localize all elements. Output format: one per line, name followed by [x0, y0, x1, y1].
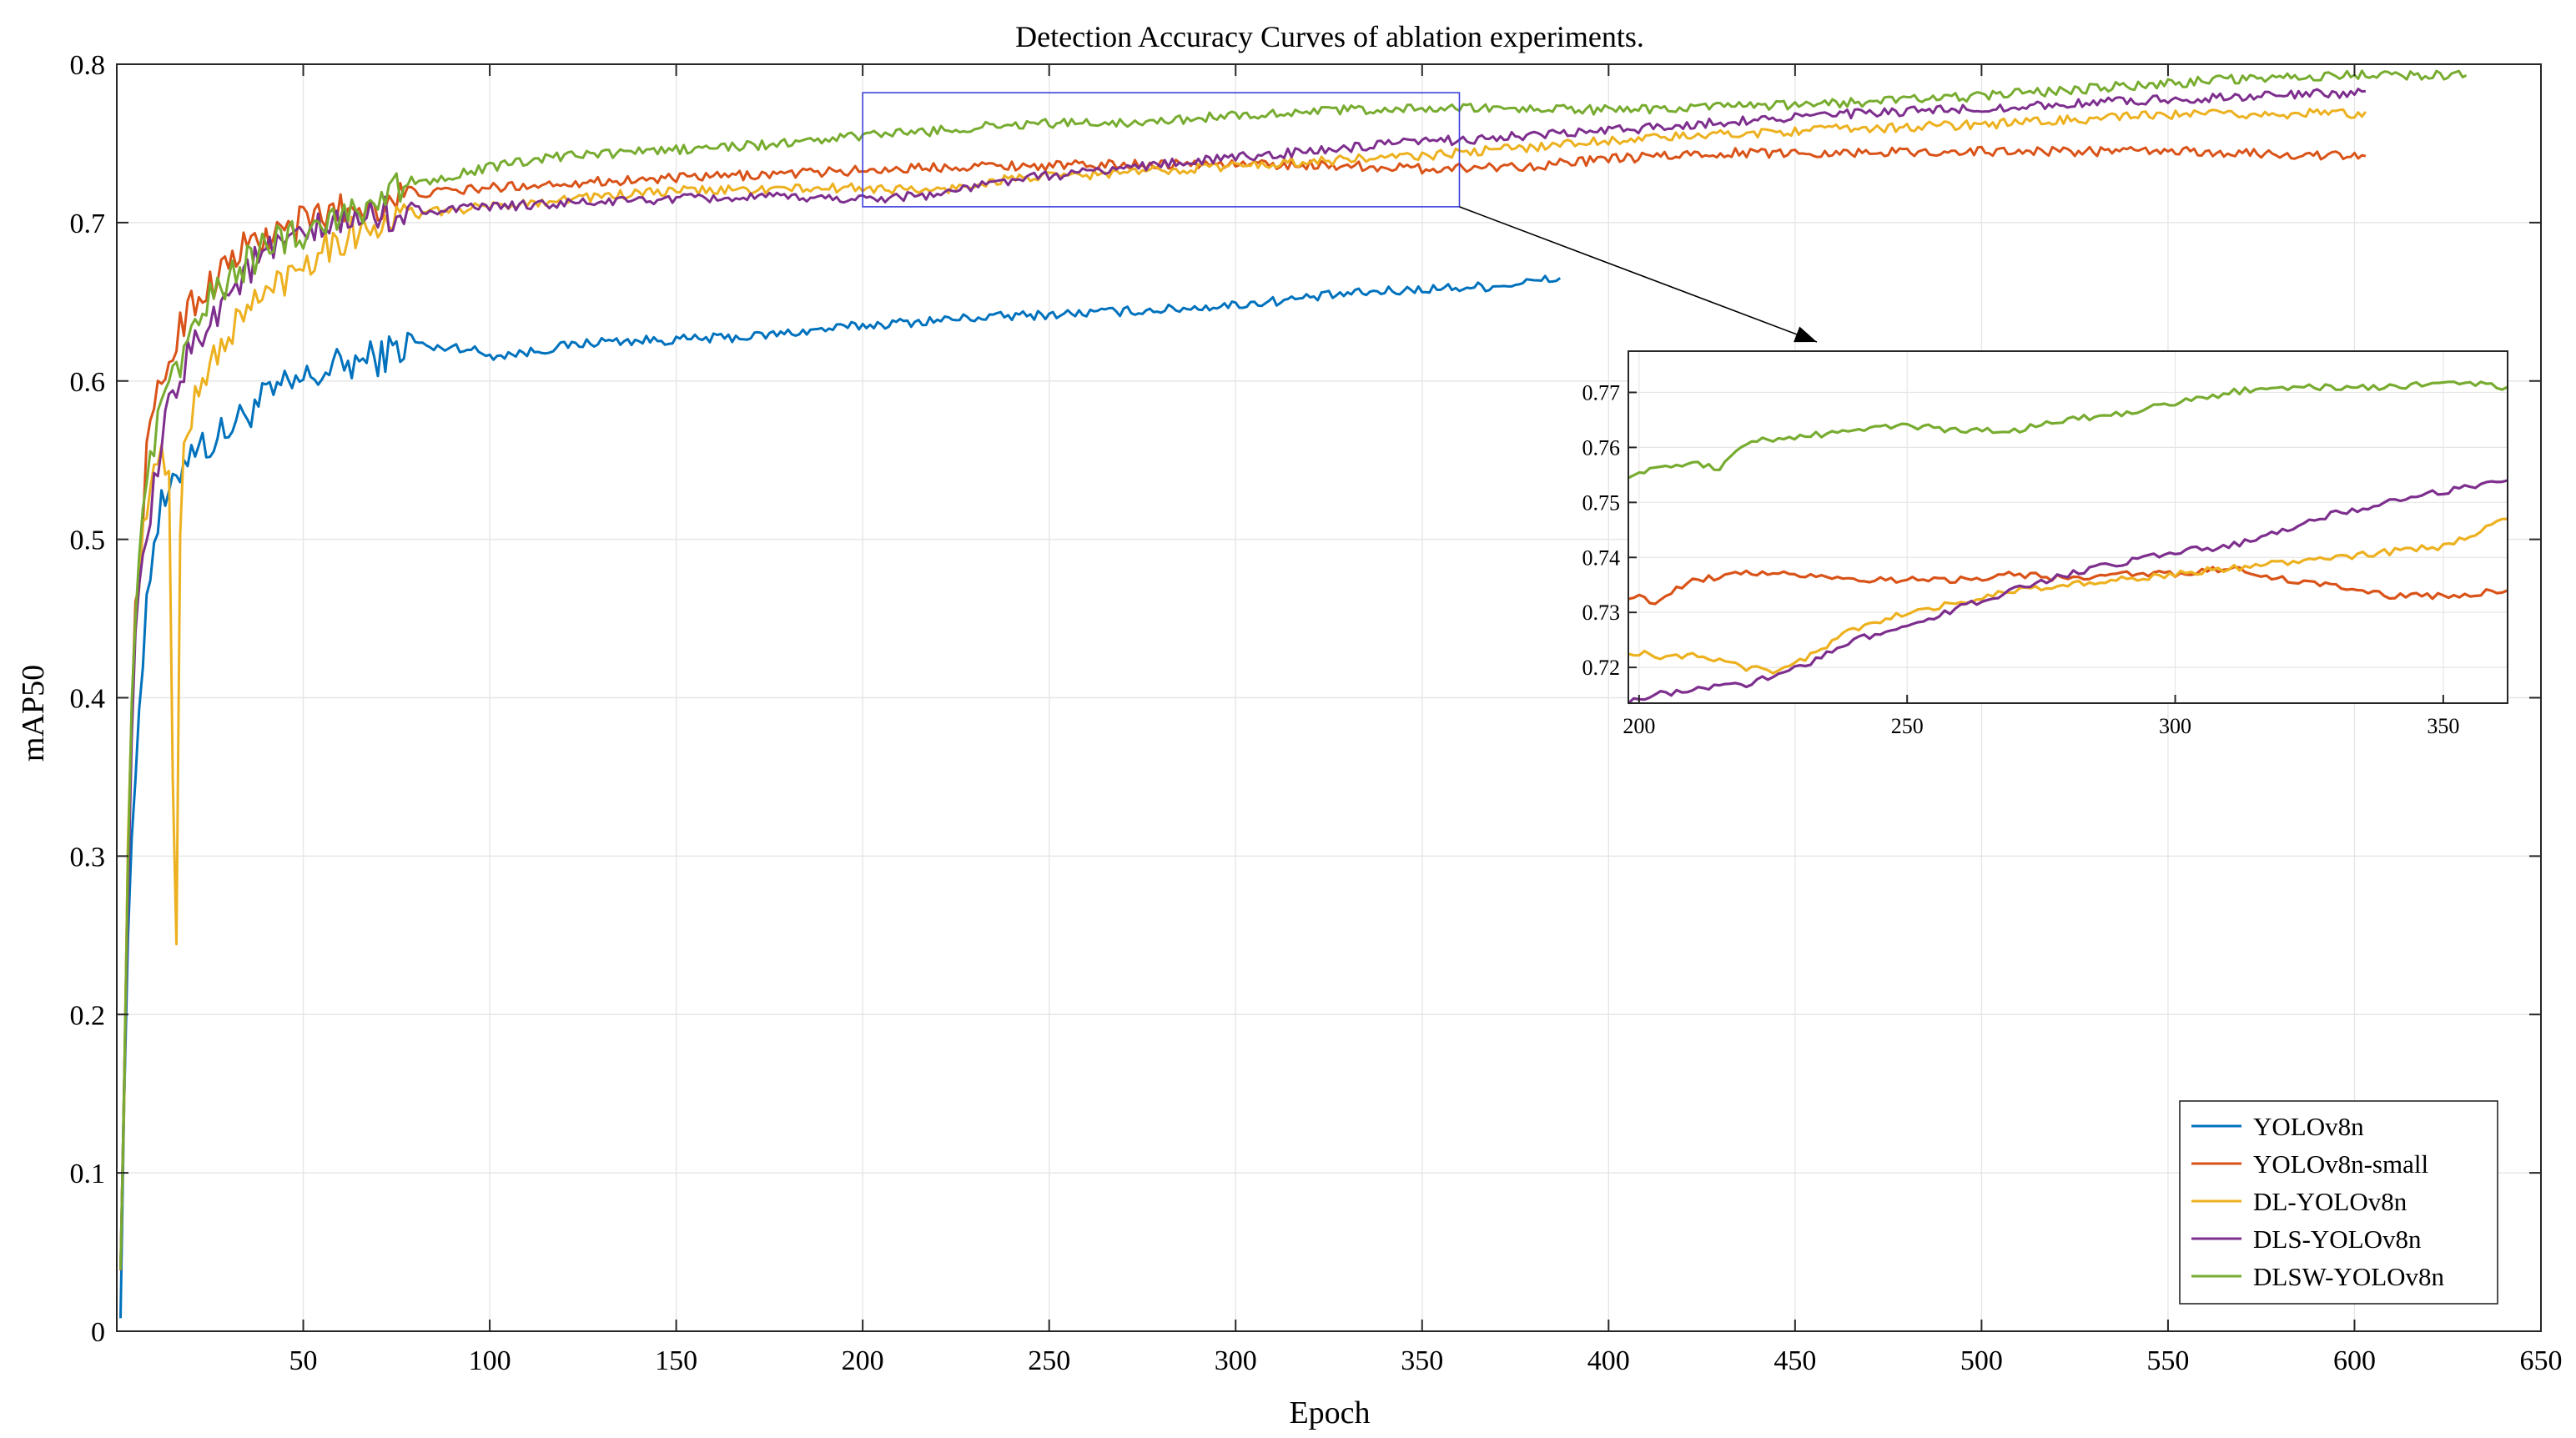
inset-y-tick-label: 0.74 [1582, 546, 1621, 570]
x-tick-label: 200 [842, 1345, 884, 1376]
legend-label: YOLOv8n [2253, 1112, 2364, 1141]
inset-x-tick-label: 200 [1623, 714, 1655, 738]
x-tick-label: 600 [2333, 1345, 2376, 1376]
zoom-region-box [862, 92, 1461, 208]
x-tick-label: 250 [1028, 1345, 1070, 1376]
x-tick-label: 550 [2146, 1345, 2189, 1376]
main-tick-labels: 50 100 150 200 250 300 350 400 450 500 550 600 650 0 0… [70, 50, 2563, 1376]
x-tick-label: 400 [1587, 1345, 1630, 1376]
x-tick-label: 50 [289, 1345, 318, 1376]
y-axis-label: mAP50 [16, 665, 51, 762]
inset-series-line-dl-yolov8n [1628, 517, 2508, 675]
main-ticks [117, 63, 2542, 1332]
legend-label: YOLOv8n-small [2253, 1149, 2428, 1179]
y-tick-label: 0.5 [70, 525, 106, 556]
y-tick-label: 0.4 [70, 684, 106, 715]
inset-x-tick-label: 250 [1891, 714, 1924, 738]
inset-y-tick-label: 0.72 [1582, 656, 1621, 680]
y-tick-label: 0.3 [70, 842, 106, 872]
x-tick-label: 450 [1774, 1345, 1816, 1376]
inset-series-group [1627, 380, 2508, 705]
legend: YOLOv8n YOLOv8n-small DL-YOLOv8n DLS-YOLOv8… [2179, 1100, 2498, 1305]
zoom-arrow [1459, 206, 1818, 343]
x-tick-label: 150 [655, 1345, 697, 1376]
inset-series-line-dlsw-yolov8n [1628, 380, 2508, 480]
inset-y-tick-label: 0.73 [1582, 601, 1621, 625]
inset-series-line-yolov8n-small [1628, 566, 2508, 606]
x-tick-label: 650 [2520, 1345, 2563, 1376]
inset-series-line-dls-yolov8n [1627, 479, 2508, 705]
y-tick-label: 0.6 [70, 367, 106, 398]
y-tick-label: 0.2 [70, 1000, 106, 1031]
x-tick-label: 350 [1401, 1345, 1443, 1376]
x-tick-label: 100 [469, 1345, 511, 1376]
inset-y-tick-label: 0.75 [1582, 490, 1621, 515]
y-tick-label: 0.8 [70, 50, 106, 81]
inset-gridlines [1628, 351, 2508, 703]
x-tick-label: 300 [1215, 1345, 1257, 1376]
y-tick-label: 0 [91, 1317, 105, 1348]
x-axis-label: Epoch [1289, 1395, 1370, 1430]
legend-label: DLSW-YOLOv8n [2253, 1262, 2445, 1291]
inset-tick-labels: 200 250 300 350 0.72 0.73 0.74 0.75 0.76 0.77 [1582, 380, 2460, 738]
series-line-dls-yolov8n [119, 88, 2367, 1270]
x-tick-label: 500 [1960, 1345, 2003, 1376]
legend-label: DLS-YOLOv8n [2253, 1224, 2422, 1254]
y-tick-label: 0.1 [70, 1159, 106, 1189]
series-line-yolov8n-small [119, 145, 2367, 1271]
inset-background [1628, 351, 2508, 703]
series-line-yolov8n [119, 274, 1562, 1319]
y-tick-label: 0.7 [70, 209, 106, 239]
zoom-arrowhead [1794, 326, 1817, 343]
legend-label: DL-YOLOv8n [2253, 1187, 2407, 1216]
inset-y-tick-label: 0.77 [1582, 380, 1621, 405]
main-series-group [119, 69, 2468, 1319]
inset-plot-frame [1628, 350, 2508, 704]
inset-ticks [1628, 391, 2444, 703]
inset-x-tick-label: 300 [2159, 714, 2191, 738]
series-line-dlsw-yolov8n [119, 69, 2468, 1270]
chart-title: Detection Accuracy Curves of ablation ex… [1015, 20, 1644, 53]
inset-y-tick-label: 0.76 [1582, 435, 1621, 460]
inset-x-tick-label: 350 [2427, 714, 2459, 738]
